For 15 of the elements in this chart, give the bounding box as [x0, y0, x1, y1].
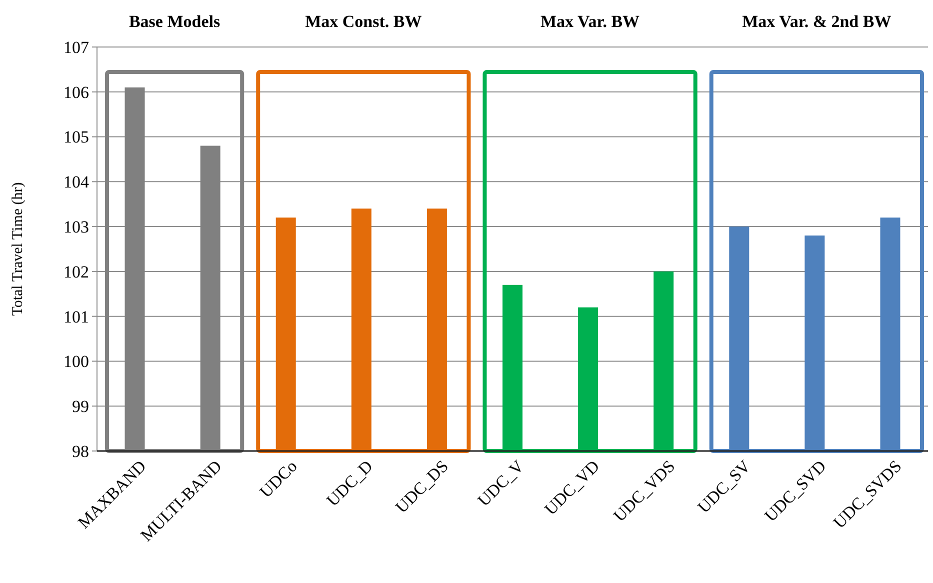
y-tick-label: 100	[64, 352, 89, 372]
y-tick-label: 98	[72, 442, 89, 461]
text: Max Const. BW	[305, 12, 422, 31]
y-tick-label: 105	[64, 128, 89, 147]
y-axis-title: Total Travel Time (hr)	[10, 182, 26, 316]
text: Base Models	[128, 12, 220, 31]
y-tick-label: 107	[64, 38, 90, 57]
y-tick-label: 104	[64, 172, 90, 192]
y-tick-label: 101	[64, 307, 89, 326]
text: Max Var. BW	[540, 12, 640, 31]
y-tick-label: 99	[72, 397, 89, 416]
y-tick-label: 106	[64, 82, 89, 102]
y-tick-label: 103	[64, 218, 89, 237]
text: Max Var. & 2nd BW	[742, 12, 892, 31]
y-tick-label: 102	[64, 262, 89, 282]
